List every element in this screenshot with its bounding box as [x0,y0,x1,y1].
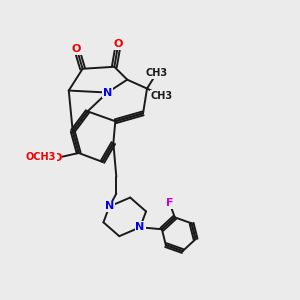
Text: O: O [52,153,62,163]
Text: N: N [136,222,145,232]
Text: F: F [166,199,174,208]
Text: CH3: CH3 [146,68,168,78]
Text: N: N [105,202,114,212]
Text: O: O [72,44,81,54]
Text: N: N [103,88,112,98]
Text: O: O [114,39,123,49]
Text: OCH3: OCH3 [26,152,56,162]
Text: CH3: CH3 [151,91,173,100]
